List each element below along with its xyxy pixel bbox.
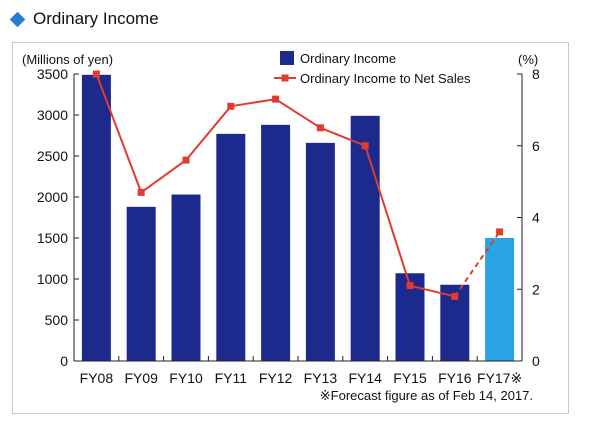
- right-tick-label: 8: [532, 66, 540, 82]
- forecast-footnote: ※Forecast figure as of Feb 14, 2017.: [319, 388, 533, 403]
- left-axis-label: (Millions of yen): [22, 52, 113, 67]
- x-tick-label: FY13: [304, 370, 338, 386]
- ratio-point-fy09: [137, 188, 145, 196]
- bar-fy11: [216, 133, 246, 361]
- right-tick-label: 4: [532, 210, 540, 226]
- bar-fy17: [485, 238, 515, 361]
- left-tick-label: 3500: [37, 66, 68, 82]
- chart-title-row: Ordinary Income: [8, 8, 159, 30]
- ratio-point-fy12: [272, 95, 280, 103]
- ratio-point-fy16: [451, 292, 459, 300]
- x-tick-label: FY08: [80, 370, 114, 386]
- right-tick-label: 2: [532, 281, 540, 297]
- x-tick-label: FY11: [215, 370, 248, 386]
- page-title: Ordinary Income: [33, 9, 159, 28]
- ratio-point-fy13: [316, 124, 324, 132]
- left-tick-label: 1000: [37, 271, 68, 287]
- x-tick-label: FY15: [393, 370, 427, 386]
- legend-line-marker: [281, 74, 289, 82]
- legend-line-label: Ordinary Income to Net Sales: [300, 71, 471, 86]
- bar-fy12: [261, 124, 291, 361]
- bar-fy08: [81, 74, 111, 361]
- x-tick-label: FY16: [438, 370, 472, 386]
- x-tick-label: FY09: [124, 370, 158, 386]
- ratio-point-fy10: [182, 156, 190, 164]
- right-axis-label: (%): [518, 52, 538, 67]
- x-tick-label: FY14: [348, 370, 382, 386]
- ratio-point-fy15: [406, 282, 414, 290]
- ratio-point-fy11: [227, 102, 235, 110]
- bar-fy14: [350, 115, 380, 361]
- left-tick-label: 3000: [37, 107, 68, 123]
- bar-fy13: [305, 142, 335, 361]
- right-tick-label: 6: [532, 138, 540, 154]
- x-tick-label: FY10: [169, 370, 203, 386]
- chart-frame: [12, 42, 569, 414]
- legend-bar-swatch: [280, 51, 294, 65]
- left-tick-label: 2000: [37, 189, 68, 205]
- ratio-point-fy08: [92, 70, 100, 78]
- ratio-line-forecast: [453, 231, 501, 297]
- left-tick-label: 1500: [37, 230, 68, 246]
- ratio-point-fy14: [361, 142, 369, 150]
- bar-fy10: [171, 194, 201, 361]
- left-tick-label: 500: [45, 312, 69, 328]
- x-tick-label: FY17※: [477, 370, 522, 386]
- left-tick-label: 0: [60, 353, 68, 369]
- legend-bar-label: Ordinary Income: [300, 51, 396, 66]
- bar-fy09: [126, 206, 156, 361]
- right-tick-label: 0: [532, 353, 540, 369]
- x-tick-label: FY12: [259, 370, 293, 386]
- ratio-point-fy17: [496, 228, 504, 236]
- left-tick-label: 2500: [37, 148, 68, 164]
